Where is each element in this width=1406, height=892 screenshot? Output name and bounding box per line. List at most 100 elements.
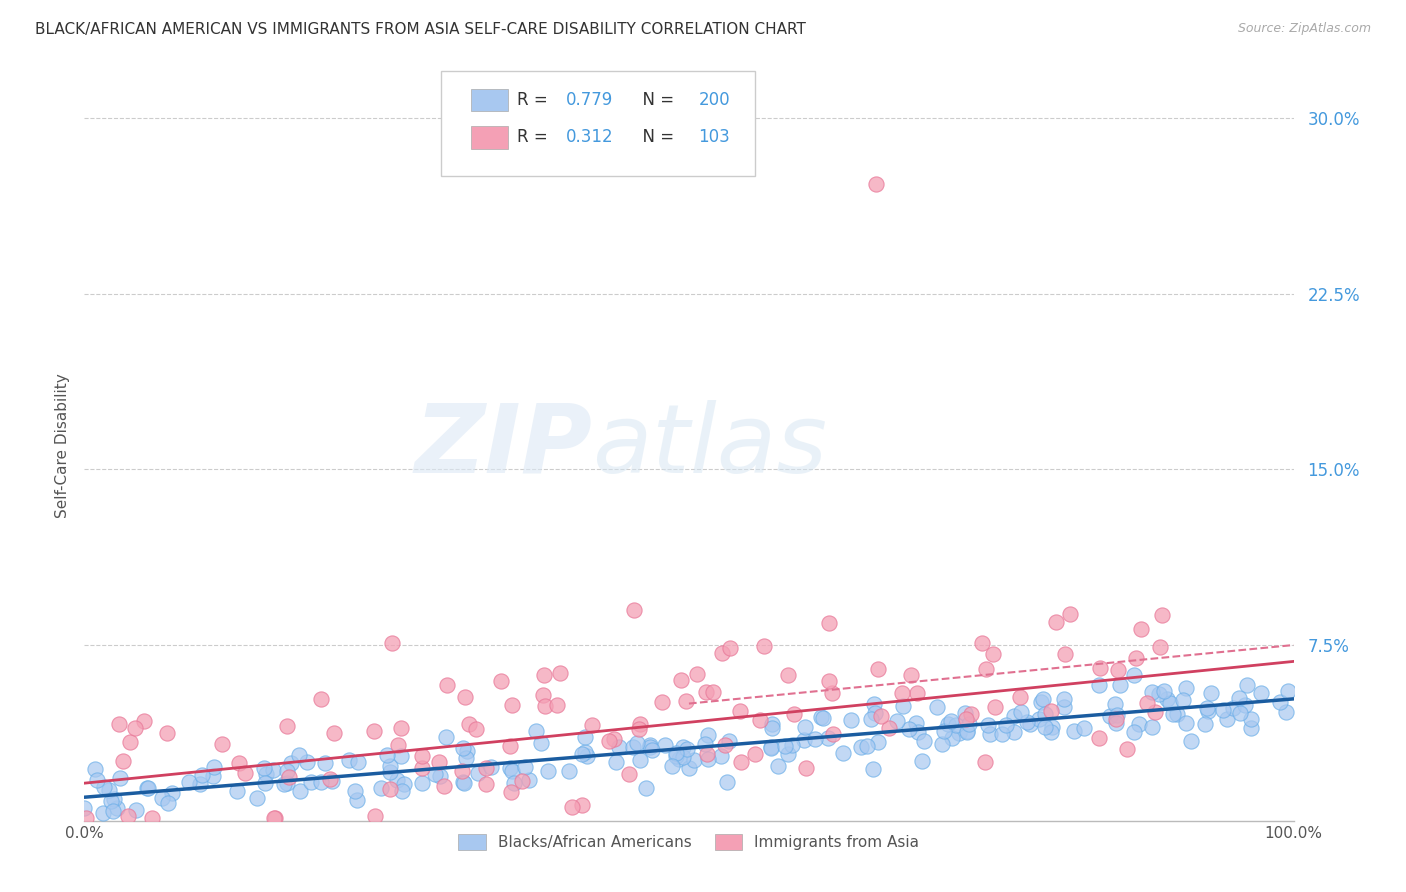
Point (1015, 715, 1038, 730)
Point (983, 647, 1005, 661)
Point (810, 710, 832, 724)
Point (454, 750, 477, 764)
Point (905, 686, 928, 700)
Point (697, 728, 720, 742)
Point (1122, 724, 1144, 739)
Point (605, 755, 627, 769)
Point (1032, 692, 1054, 706)
Point (1088, 731, 1111, 745)
Point (101, 804, 124, 818)
Point (454, 690, 477, 705)
Point (973, 755, 995, 769)
Point (479, 760, 502, 774)
Point (464, 723, 486, 737)
Point (730, 755, 752, 769)
Point (898, 722, 921, 736)
Point (794, 760, 817, 774)
Point (548, 666, 571, 681)
Point (314, 756, 336, 770)
Point (1227, 690, 1250, 705)
Point (467, 766, 489, 780)
FancyBboxPatch shape (441, 71, 755, 177)
Point (886, 714, 908, 729)
Point (381, 635, 404, 649)
Point (821, 727, 844, 741)
Point (945, 718, 967, 732)
Point (621, 740, 644, 755)
Point (759, 740, 782, 755)
Point (675, 694, 697, 708)
Point (202, 760, 225, 774)
Point (818, 674, 841, 689)
Point (501, 698, 523, 712)
Point (411, 748, 433, 763)
Point (865, 177, 887, 191)
Point (571, 747, 593, 761)
Point (1033, 707, 1056, 722)
Point (156, 725, 179, 739)
Point (710, 748, 733, 763)
Point (301, 775, 323, 789)
Point (856, 739, 879, 753)
Point (1039, 704, 1062, 718)
Point (907, 724, 929, 739)
Point (863, 697, 886, 711)
Point (1229, 706, 1251, 720)
Point (934, 724, 956, 739)
Point (1180, 734, 1202, 748)
Point (91, 805, 114, 820)
Point (319, 772, 342, 786)
Point (793, 733, 815, 747)
Point (177, 775, 200, 789)
Point (411, 775, 433, 789)
Point (1105, 712, 1128, 726)
Point (93, 780, 115, 794)
Point (1161, 707, 1184, 722)
Point (696, 747, 718, 761)
Point (617, 767, 640, 781)
Point (994, 717, 1017, 731)
Text: R =: R = (517, 128, 553, 146)
Point (489, 674, 512, 689)
Point (1125, 650, 1147, 665)
Point (427, 755, 450, 769)
Point (598, 734, 620, 748)
Point (574, 730, 596, 744)
Point (623, 603, 645, 617)
Point (513, 760, 536, 774)
Point (510, 774, 533, 789)
Point (1173, 693, 1195, 707)
Point (1140, 685, 1163, 699)
Point (322, 726, 344, 740)
Point (1010, 705, 1032, 719)
Point (225, 784, 247, 798)
Point (1144, 706, 1167, 720)
Point (100, 793, 122, 807)
Point (387, 738, 409, 752)
Point (1195, 701, 1218, 715)
Text: atlas: atlas (592, 400, 827, 492)
Text: ZIP: ZIP (415, 400, 592, 492)
Point (262, 763, 284, 777)
Point (1045, 615, 1067, 630)
Point (927, 699, 949, 714)
Point (672, 749, 695, 764)
Point (761, 716, 783, 731)
Point (436, 678, 458, 692)
Point (1116, 742, 1139, 756)
Point (337, 753, 360, 767)
Point (1197, 704, 1219, 718)
Point (433, 779, 456, 793)
Point (628, 753, 651, 767)
Point (233, 765, 256, 780)
Point (295, 755, 318, 769)
Point (1104, 698, 1126, 712)
Point (640, 743, 662, 757)
Point (1033, 720, 1056, 734)
Point (970, 636, 993, 650)
Point (956, 723, 979, 738)
Point (451, 764, 474, 778)
Point (370, 780, 392, 795)
Text: 103: 103 (699, 128, 730, 146)
Point (343, 784, 366, 798)
